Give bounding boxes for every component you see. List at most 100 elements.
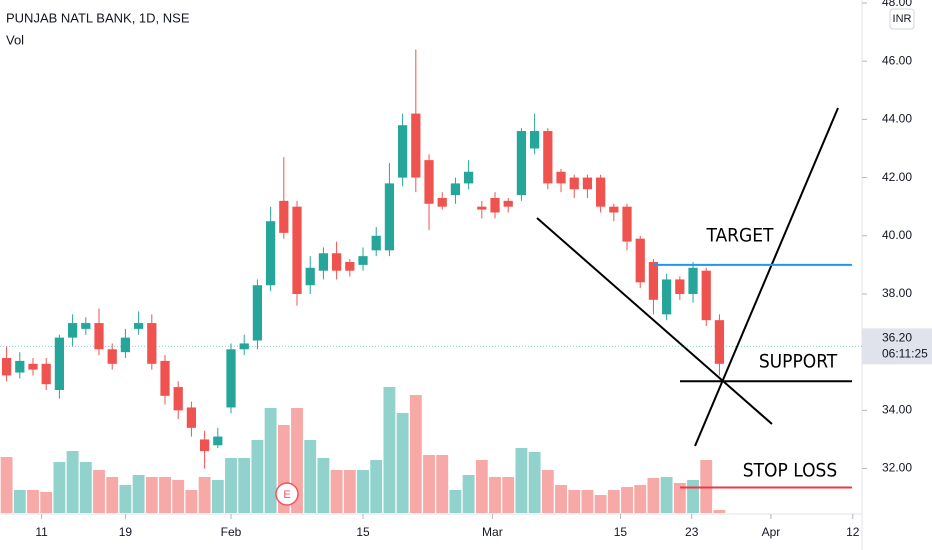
- y-tick-label: 32.00: [882, 461, 912, 475]
- volume-bar: [713, 510, 726, 513]
- candle-body: [384, 183, 395, 251]
- currency: INR: [893, 13, 912, 25]
- volume-bar: [528, 452, 541, 513]
- candle-body: [160, 360, 170, 396]
- volume-bar: [66, 451, 79, 513]
- volume-bar: [291, 408, 303, 513]
- candle-body: [147, 323, 157, 364]
- candle-body: [292, 206, 302, 294]
- volume-bar: [581, 490, 594, 513]
- candle-body: [556, 171, 566, 184]
- candle-body: [345, 261, 355, 271]
- x-tick-label: 15: [356, 525, 370, 539]
- volume-bar: [343, 470, 356, 513]
- volume-bar: [383, 387, 396, 513]
- candle-body: [503, 200, 513, 207]
- volume-bar: [145, 477, 158, 513]
- volume-bar: [304, 440, 317, 513]
- candle-body: [331, 253, 342, 271]
- x-tick-label: Mar: [482, 525, 503, 539]
- volume-bar: [277, 425, 290, 513]
- candle-body: [213, 436, 223, 446]
- candle-body: [107, 349, 117, 364]
- candle-body: [305, 267, 315, 286]
- candle-body: [226, 349, 236, 408]
- volume-bar: [13, 490, 26, 513]
- x-tick-label: Apr: [762, 525, 781, 539]
- x-tick-label: Feb: [221, 525, 242, 539]
- volume-bar: [541, 470, 554, 513]
- candle-body: [543, 131, 553, 184]
- annotation-label: STOP LOSS: [743, 460, 837, 482]
- volume-bar: [225, 458, 237, 513]
- candle-body: [81, 323, 91, 329]
- candle-body: [1, 357, 12, 376]
- candle-body: [675, 279, 685, 294]
- volume-bar: [502, 477, 515, 513]
- volume-bar: [198, 477, 211, 513]
- last-price-label: 36.20: [882, 331, 912, 345]
- earnings-label[interactable]: E: [283, 489, 290, 501]
- annotation-label: TARGET: [705, 225, 774, 247]
- candle-body: [477, 206, 487, 210]
- trend-line: [694, 107, 839, 447]
- candle-body: [397, 125, 408, 178]
- y-tick-label: 40.00: [882, 228, 912, 242]
- currency-box: [889, 8, 915, 30]
- volume-bar: [594, 495, 607, 513]
- volume-bar: [93, 470, 105, 513]
- volume-bar: [621, 487, 633, 513]
- candle-body: [199, 439, 210, 452]
- x-tick-label: 15: [614, 525, 628, 539]
- volume-bar: [462, 475, 475, 513]
- y-tick-label: 46.00: [882, 53, 912, 67]
- volume-bar: [79, 462, 92, 513]
- candle-body: [54, 337, 65, 390]
- candle-body: [516, 131, 527, 196]
- volume-bar: [396, 413, 409, 513]
- volume-bar: [423, 455, 435, 513]
- candle-body: [714, 320, 725, 364]
- candle-body: [424, 160, 434, 204]
- volume-bar: [475, 460, 488, 513]
- volume-bar: [27, 490, 39, 513]
- x-tick-label: 11: [35, 525, 48, 539]
- volume-bar: [660, 477, 673, 513]
- trend-line: [536, 217, 773, 425]
- candle-body: [582, 177, 593, 190]
- candle-body: [688, 267, 698, 294]
- volume-bar: [264, 408, 277, 513]
- volume-bar: [687, 480, 699, 513]
- earnings-marker[interactable]: [275, 482, 299, 506]
- volume-bar: [634, 485, 647, 513]
- volume-bar: [172, 480, 185, 513]
- candle-body: [411, 113, 421, 178]
- candle-body: [94, 323, 104, 350]
- volume-bar: [436, 455, 449, 513]
- annotation-label: SUPPORT: [759, 351, 838, 373]
- candle-body: [622, 206, 632, 242]
- volume-bar: [40, 492, 53, 513]
- last-price-box: [862, 328, 932, 365]
- volume-bar: [568, 490, 581, 513]
- candle-body: [437, 197, 447, 207]
- y-tick-label: 48.00: [882, 0, 912, 9]
- volume-bar: [673, 483, 686, 513]
- volume-bar: [607, 490, 620, 513]
- volume-bar: [251, 440, 264, 513]
- volume-bar: [330, 470, 343, 513]
- candle-body: [596, 177, 606, 207]
- candle-body: [648, 261, 659, 300]
- volume-label: Vol: [6, 32, 24, 47]
- candle-body: [120, 337, 131, 353]
- candle-body: [530, 131, 540, 149]
- volume-bar: [159, 477, 171, 513]
- candle-body: [358, 256, 368, 265]
- candle-body: [265, 221, 276, 286]
- candle-body: [67, 323, 78, 338]
- x-tick-label: 12: [846, 525, 860, 539]
- volume-bar: [211, 480, 224, 513]
- volume-bar: [132, 475, 145, 513]
